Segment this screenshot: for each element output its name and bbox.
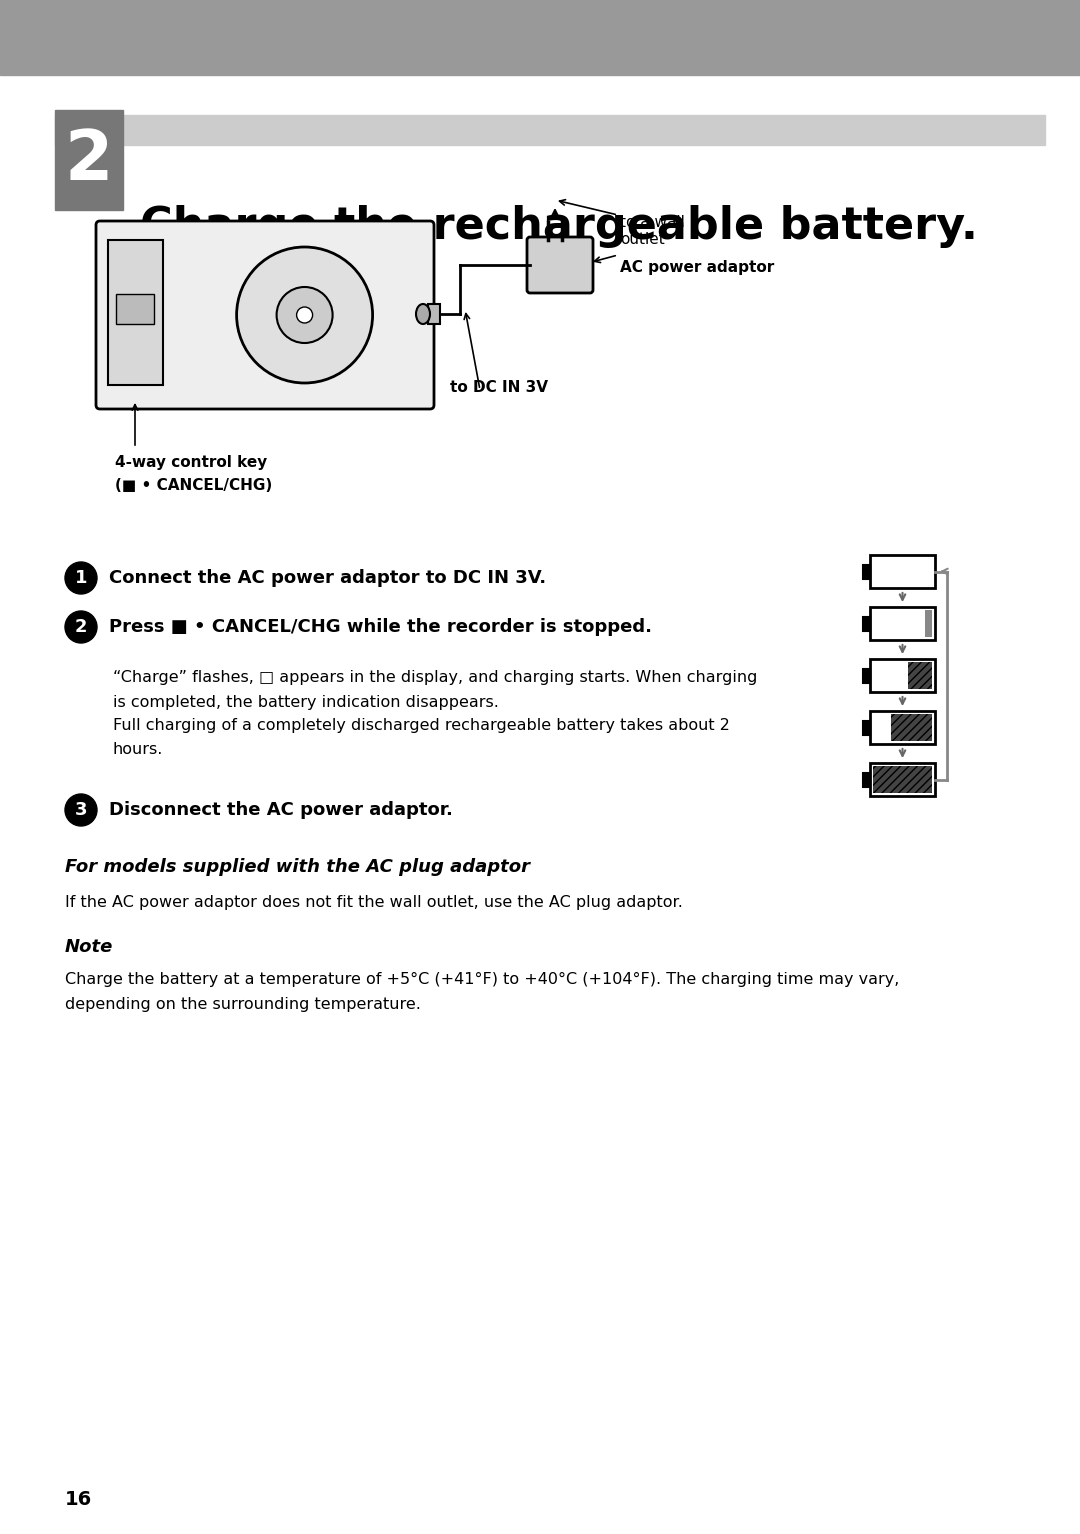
- Text: Note: Note: [65, 937, 113, 956]
- Circle shape: [276, 287, 333, 344]
- Bar: [873, 765, 932, 793]
- FancyBboxPatch shape: [96, 221, 434, 410]
- Bar: [428, 304, 440, 324]
- Text: is completed, the battery indication disappears.: is completed, the battery indication dis…: [113, 695, 499, 710]
- Bar: [108, 239, 163, 385]
- Text: hours.: hours.: [113, 742, 163, 756]
- Text: Disconnect the AC power adaptor.: Disconnect the AC power adaptor.: [109, 801, 453, 819]
- Circle shape: [65, 795, 97, 825]
- Bar: [863, 669, 870, 683]
- Circle shape: [237, 247, 373, 384]
- Bar: [0, 0, 1080, 75]
- Text: Charge the battery at a temperature of +5°C (+41°F) to +40°C (+104°F). The charg: Charge the battery at a temperature of +…: [65, 973, 900, 986]
- Text: (■ • CANCEL/CHG): (■ • CANCEL/CHG): [114, 479, 272, 492]
- Text: 1: 1: [75, 569, 87, 588]
- Bar: [870, 555, 935, 588]
- Circle shape: [65, 561, 97, 594]
- Text: Press ■ • CANCEL/CHG while the recorder is stopped.: Press ■ • CANCEL/CHG while the recorder …: [109, 618, 652, 637]
- Text: Connect the AC power adaptor to DC IN 3V.: Connect the AC power adaptor to DC IN 3V…: [109, 569, 546, 588]
- Bar: [863, 617, 870, 630]
- Text: AC power adaptor: AC power adaptor: [620, 259, 774, 275]
- Bar: [924, 611, 932, 637]
- Bar: [870, 762, 935, 796]
- Text: to DC IN 3V: to DC IN 3V: [450, 380, 548, 394]
- Text: 3: 3: [75, 801, 87, 819]
- Text: 2: 2: [65, 126, 113, 193]
- Bar: [116, 295, 154, 324]
- Text: Full charging of a completely discharged rechargeable battery takes about 2: Full charging of a completely discharged…: [113, 718, 730, 733]
- Text: 16: 16: [65, 1490, 92, 1509]
- Bar: [908, 663, 932, 689]
- Text: For models supplied with the AC plug adaptor: For models supplied with the AC plug ada…: [65, 858, 530, 876]
- Text: If the AC power adaptor does not fit the wall outlet, use the AC plug adaptor.: If the AC power adaptor does not fit the…: [65, 894, 683, 910]
- Bar: [863, 773, 870, 787]
- Circle shape: [65, 611, 97, 643]
- Text: “Charge” flashes, □ appears in the display, and charging starts. When charging: “Charge” flashes, □ appears in the displ…: [113, 670, 757, 686]
- Bar: [863, 721, 870, 735]
- Bar: [55, 115, 1045, 146]
- Bar: [870, 710, 935, 744]
- Bar: [870, 607, 935, 640]
- Bar: [863, 565, 870, 578]
- Text: to a wall
outlet: to a wall outlet: [620, 215, 685, 247]
- Text: 2: 2: [75, 618, 87, 637]
- Text: Charge the rechargeable battery.: Charge the rechargeable battery.: [140, 206, 977, 249]
- Ellipse shape: [416, 304, 430, 324]
- Bar: [55, 110, 123, 210]
- FancyBboxPatch shape: [527, 236, 593, 293]
- Bar: [891, 713, 932, 741]
- Bar: [870, 660, 935, 692]
- Circle shape: [297, 307, 312, 324]
- Text: depending on the surrounding temperature.: depending on the surrounding temperature…: [65, 997, 421, 1012]
- Text: 4-way control key: 4-way control key: [114, 456, 267, 469]
